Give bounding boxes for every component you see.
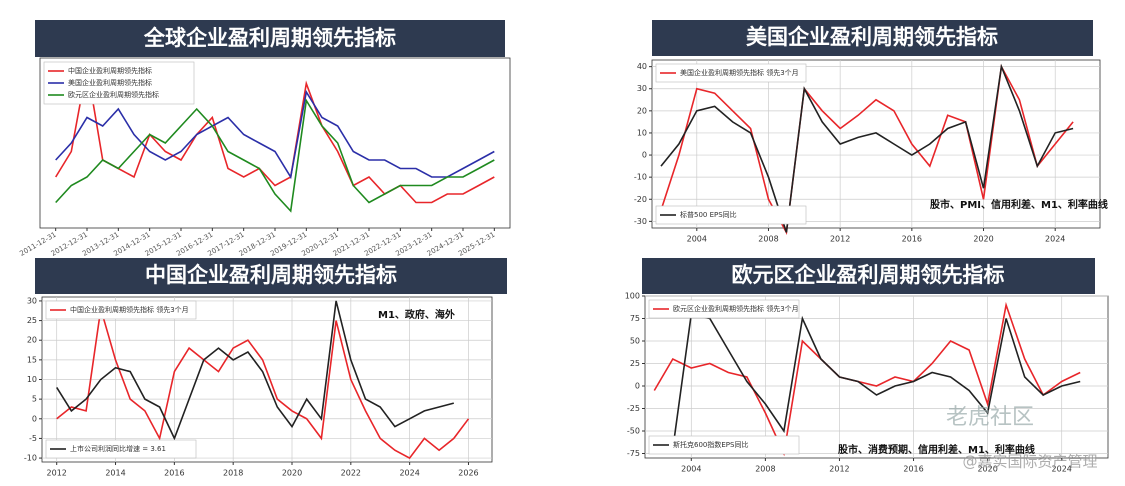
x-tick-label: 2004 — [687, 235, 707, 244]
panel-title: 中国企业盈利周期领先指标 — [145, 263, 397, 287]
y-tick-label: -50 — [627, 427, 640, 436]
y-tick-label: -10 — [634, 173, 647, 182]
x-tick-label: 2012 — [830, 235, 850, 244]
legend-label: 中国企业盈利周期领先指标 — [68, 66, 152, 75]
watermark: @嘉实国际资产管理 — [962, 453, 1097, 471]
legend-box — [45, 439, 197, 459]
series-line — [56, 308, 470, 460]
x-tick-label: 2016 — [903, 465, 923, 474]
series-line — [660, 63, 1074, 233]
panel-title: 美国企业盈利周期领先指标 — [746, 25, 998, 49]
x-tick-label: 2004 — [681, 465, 701, 474]
y-tick-label: -25 — [627, 404, 640, 413]
x-tick-label: 2024 — [1045, 235, 1065, 244]
series-line — [55, 98, 495, 213]
x-tick-label: 2024 — [1052, 465, 1072, 474]
legend-label: 斯托克600指数EPS同比 — [673, 440, 748, 449]
annotation: 股市、消费预期、信用利差、M1、利率曲线 — [838, 443, 1035, 456]
x-tick-label: 2016 — [902, 235, 922, 244]
y-tick-label: 30 — [637, 84, 647, 93]
legend-label: 欧元区企业盈利周期领先指标 — [68, 90, 159, 99]
x-tick-label: 2018 — [223, 469, 243, 478]
x-tick-label: 2008 — [758, 235, 778, 244]
y-tick-label: -20 — [634, 195, 647, 204]
y-tick-label: 15 — [27, 355, 37, 364]
x-tick-label: 2012 — [829, 465, 849, 474]
legend-box — [43, 61, 195, 105]
y-tick-label: 20 — [637, 106, 647, 115]
y-tick-label: -30 — [634, 217, 647, 226]
x-tick-label: 2024 — [399, 469, 419, 478]
legend-box — [655, 205, 807, 225]
title-banner — [652, 20, 1093, 56]
panel-title: 欧元区企业盈利周期领先指标 — [732, 263, 1005, 287]
series-line — [55, 66, 495, 204]
y-tick-label: 5 — [32, 395, 37, 404]
y-tick-label: 40 — [637, 62, 647, 71]
y-tick-label: 0 — [635, 382, 640, 391]
y-tick-label: 25 — [630, 359, 640, 368]
watermark: 老虎社区 — [946, 405, 1034, 430]
series-line — [55, 89, 495, 180]
x-tick-label: 2022 — [341, 469, 361, 478]
annotation: M1、政府、海外 — [378, 308, 455, 321]
y-tick-label: 75 — [630, 314, 640, 323]
title-banner — [642, 258, 1095, 294]
x-tick-label: 2012 — [47, 469, 67, 478]
x-tick-label: 2016 — [164, 469, 184, 478]
y-tick-label: 25 — [27, 316, 37, 325]
legend-label: 美国企业盈利周期领先指标 领先3个月 — [680, 68, 799, 77]
x-tick-label: 2008 — [755, 465, 775, 474]
plot-frame — [644, 295, 1109, 459]
series-line — [672, 313, 1081, 450]
y-tick-label: 100 — [625, 292, 640, 301]
y-tick-label: 20 — [27, 336, 37, 345]
x-tick-label: 2020 — [973, 235, 993, 244]
annotation: 股市、PMI、信用利差、M1、利率曲线 — [930, 198, 1108, 211]
y-tick-label: -75 — [627, 449, 640, 458]
y-tick-label: 50 — [630, 337, 640, 346]
legend-box — [655, 63, 807, 83]
series-line — [653, 301, 1081, 457]
legend-label: 美国企业盈利周期领先指标 — [68, 78, 152, 87]
y-tick-label: 0 — [32, 414, 37, 423]
y-tick-label: 10 — [637, 128, 647, 137]
y-tick-label: 0 — [642, 151, 647, 160]
legend-label: 上市公司利润同比增速 = 3.61 — [70, 444, 166, 453]
legend-box — [648, 435, 800, 455]
x-tick-label: 2026 — [458, 469, 478, 478]
y-tick-label: 30 — [27, 296, 37, 305]
y-tick-label: -5 — [29, 434, 37, 443]
title-banner — [35, 258, 507, 294]
legend-label: 欧元区企业盈利周期领先指标 领先3个月 — [673, 304, 799, 313]
legend-label: 中国企业盈利周期领先指标 领先3个月 — [70, 305, 189, 314]
y-tick-label: -10 — [24, 454, 37, 463]
x-tick-label: 2020 — [282, 469, 302, 478]
series-line — [56, 300, 455, 441]
panel-title: 全球企业盈利周期领先指标 — [143, 26, 396, 50]
plot-frame — [651, 59, 1101, 229]
title-banner — [35, 20, 505, 57]
legend-label: 标普500 EPS同比 — [680, 210, 737, 219]
legend-box — [45, 300, 197, 320]
x-tick-label: 2020 — [977, 465, 997, 474]
x-tick-label: 2014 — [105, 469, 125, 478]
legend-box — [648, 299, 800, 319]
y-tick-label: 10 — [27, 375, 37, 384]
